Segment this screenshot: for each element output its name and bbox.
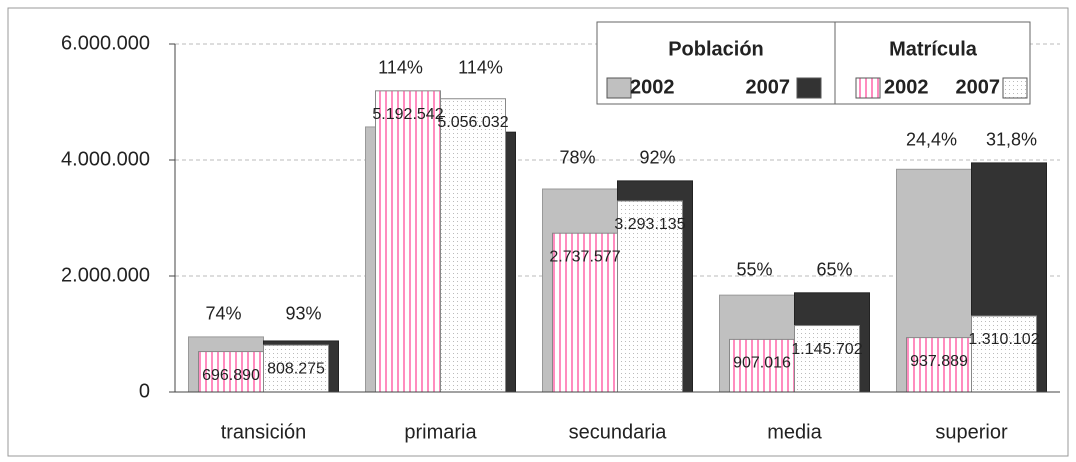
bar	[729, 338, 795, 393]
legend-swatch	[855, 77, 881, 99]
y-tick-label: 2.000.000	[61, 264, 150, 286]
x-tick-label: transición	[221, 421, 307, 443]
legend-label: 2002	[884, 76, 929, 98]
annotation: 55%	[736, 260, 772, 280]
legend-label: 2007	[956, 76, 1001, 98]
value-label: 2.737.577	[549, 248, 620, 265]
value-label: 5.056.032	[437, 114, 508, 131]
value-label: 937.889	[910, 353, 968, 370]
y-tick-label: 4.000.000	[61, 148, 150, 170]
x-tick-label: media	[767, 421, 822, 443]
legend-label: 2002	[630, 76, 675, 98]
value-label: 1.310.102	[968, 331, 1039, 348]
x-tick-label: secundaria	[569, 421, 668, 443]
bar	[263, 344, 329, 393]
annotation: 24,4%	[906, 130, 957, 150]
value-label: 5.192.542	[372, 106, 443, 123]
annotation: 93%	[285, 304, 321, 324]
legend-label: 2007	[746, 76, 791, 98]
bar	[617, 200, 683, 393]
bar	[906, 337, 972, 393]
value-label: 808.275	[267, 360, 325, 377]
legend-swatch	[606, 77, 632, 99]
annotation: 74%	[205, 304, 241, 324]
annotation: 114%	[378, 58, 423, 78]
legend-title: Matrícula	[889, 38, 978, 60]
legend-title: Población	[668, 38, 764, 60]
x-tick-label: primaria	[404, 421, 477, 443]
value-label: 907.016	[733, 355, 791, 372]
bar	[198, 351, 264, 393]
x-tick-label: superior	[935, 421, 1008, 443]
annotation: 114%	[458, 58, 503, 78]
annotation: 31,8%	[986, 130, 1037, 150]
y-tick-label: 0	[139, 380, 150, 402]
annotation: 78%	[559, 148, 595, 168]
bar	[971, 315, 1037, 393]
legend-swatch	[796, 77, 822, 99]
annotation: 65%	[816, 260, 852, 280]
bar	[440, 98, 506, 393]
bar	[375, 90, 441, 393]
value-label: 1.145.702	[791, 341, 862, 358]
legend-swatch	[1002, 77, 1028, 99]
bar	[794, 325, 860, 393]
value-label: 696.890	[202, 367, 260, 384]
annotation: 92%	[639, 148, 675, 168]
value-label: 3.293.135	[614, 216, 685, 233]
y-tick-label: 6.000.000	[61, 32, 150, 54]
